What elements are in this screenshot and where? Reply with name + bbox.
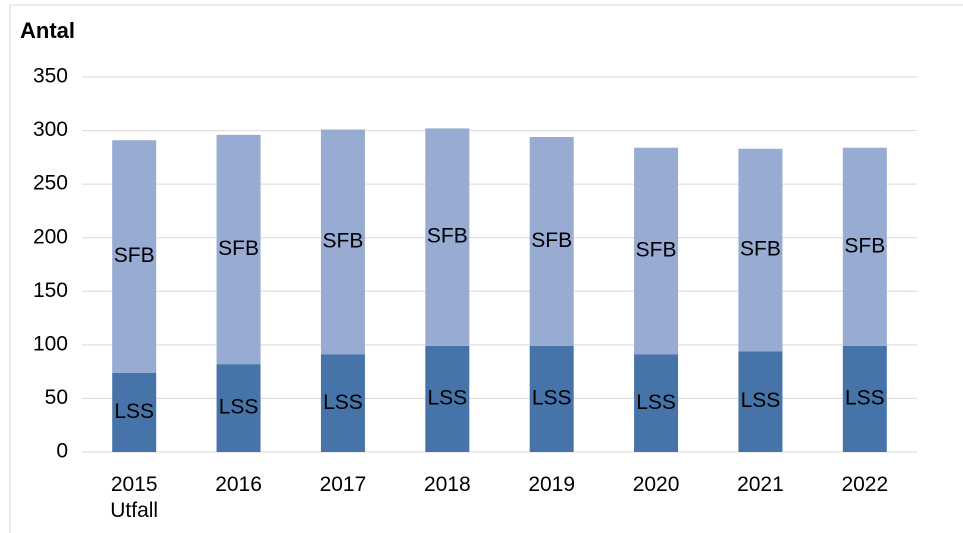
y-tick-label: 250 bbox=[33, 172, 68, 195]
x-tick-label: 2020 bbox=[632, 473, 680, 496]
x-tick-label: 2021 bbox=[737, 473, 784, 496]
segment-label: LSS bbox=[219, 396, 259, 419]
x-tick-label: 2018 bbox=[423, 473, 471, 496]
segment-label: SFB bbox=[218, 237, 259, 260]
bar-segment bbox=[425, 345, 470, 452]
x-tick-label: 2019 bbox=[528, 473, 576, 496]
segment-label: SFB bbox=[740, 238, 781, 261]
y-tick-label: 50 bbox=[45, 386, 68, 409]
x-tick-label: 2015 Utfall bbox=[110, 473, 159, 522]
bar-segment bbox=[112, 372, 157, 452]
segment-label: SFB bbox=[323, 230, 364, 253]
bar-segment bbox=[112, 140, 157, 373]
segment-label: SFB bbox=[531, 229, 572, 252]
y-tick-label: 300 bbox=[33, 118, 68, 141]
bar-segment bbox=[634, 147, 679, 355]
bar-segment bbox=[842, 345, 887, 452]
segment-label: SFB bbox=[636, 239, 677, 262]
segment-label: LSS bbox=[114, 400, 154, 423]
bar-segment bbox=[216, 134, 261, 365]
bar-segment bbox=[529, 137, 574, 346]
bar-segment bbox=[216, 364, 261, 452]
bar-segment bbox=[425, 128, 470, 346]
chart-title: Antal bbox=[20, 18, 75, 43]
y-tick-label: 150 bbox=[33, 279, 68, 302]
x-tick-label: 2016 bbox=[215, 473, 262, 496]
segment-label: LSS bbox=[845, 387, 885, 410]
segment-label: SFB bbox=[844, 234, 885, 257]
segment-label: LSS bbox=[427, 387, 467, 410]
x-tick-label: 2022 bbox=[841, 473, 889, 496]
bar-segment bbox=[634, 354, 679, 452]
segment-label: SFB bbox=[114, 244, 155, 267]
y-tick-label: 100 bbox=[33, 332, 68, 355]
segment-label: LSS bbox=[636, 391, 676, 414]
bar-segment bbox=[738, 148, 783, 352]
segment-label: LSS bbox=[532, 387, 572, 410]
y-tick-label: 200 bbox=[33, 225, 68, 248]
bar-segment bbox=[320, 354, 365, 452]
bar-segment bbox=[320, 129, 365, 355]
y-tick-label: 0 bbox=[56, 440, 68, 463]
y-tick-label: 350 bbox=[33, 65, 68, 88]
bar-segment bbox=[738, 351, 783, 452]
x-tick-label: 2017 bbox=[319, 473, 367, 496]
bar-segment bbox=[529, 345, 574, 452]
segment-label: SFB bbox=[427, 225, 468, 248]
bar-segment bbox=[842, 147, 887, 346]
segment-label: LSS bbox=[323, 391, 363, 414]
segment-label: LSS bbox=[741, 389, 781, 412]
